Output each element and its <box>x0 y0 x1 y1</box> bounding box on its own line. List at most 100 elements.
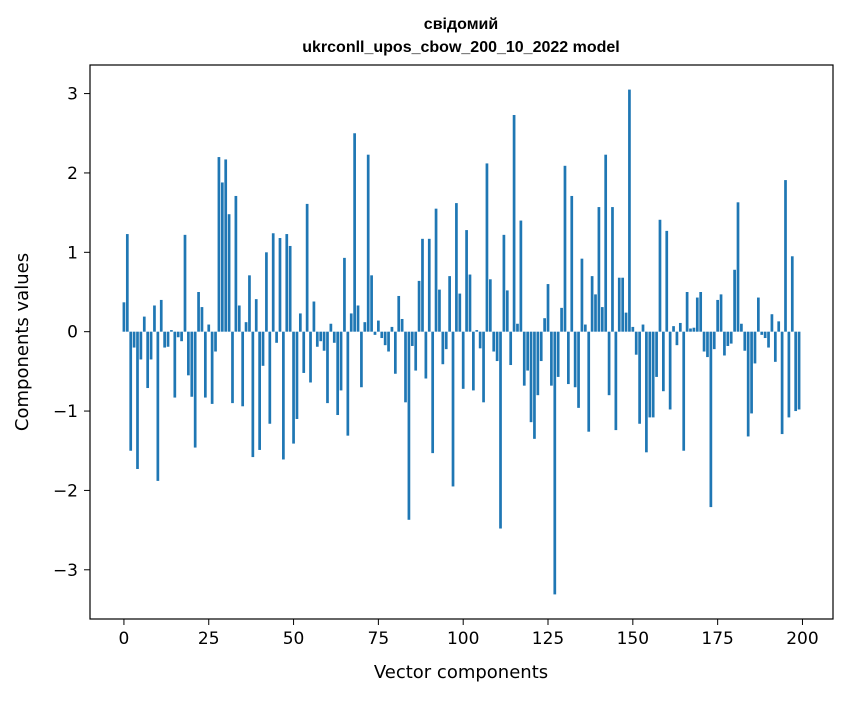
bar <box>248 275 251 332</box>
bar <box>278 238 282 332</box>
bar <box>570 195 574 332</box>
bar <box>600 307 604 332</box>
bar <box>583 324 587 332</box>
bar <box>292 331 295 444</box>
bar <box>560 307 563 332</box>
bar <box>485 163 489 332</box>
bar <box>153 305 156 332</box>
bar <box>750 331 753 414</box>
bar <box>258 331 261 450</box>
bar <box>326 331 329 404</box>
bar <box>760 331 764 335</box>
bar <box>624 312 628 332</box>
bar <box>332 331 336 343</box>
bar <box>227 214 231 332</box>
bar <box>387 331 390 352</box>
bar <box>733 269 736 332</box>
bar <box>244 322 248 332</box>
bar <box>170 330 173 332</box>
x-tick-label: 125 <box>532 629 564 649</box>
bar <box>265 252 268 332</box>
bar <box>509 331 513 366</box>
bar <box>360 331 363 388</box>
bar <box>224 159 228 332</box>
bar <box>146 331 150 389</box>
bar <box>339 331 343 391</box>
bar <box>505 290 509 332</box>
bar <box>370 275 373 332</box>
bar <box>682 331 686 451</box>
bar <box>393 331 397 374</box>
bar <box>675 331 679 346</box>
bar <box>563 165 567 332</box>
chart-title-line1: свідомий <box>424 16 498 33</box>
bar <box>380 331 384 339</box>
bar <box>719 294 723 332</box>
bar <box>777 321 781 332</box>
bar <box>220 182 224 332</box>
bar <box>753 331 757 364</box>
bar <box>383 331 387 346</box>
bar <box>611 207 614 332</box>
bar <box>594 294 597 332</box>
bar <box>254 299 258 332</box>
y-tick-label: 3 <box>67 85 78 105</box>
bar <box>390 326 394 332</box>
bar <box>125 234 129 332</box>
bar <box>628 89 631 332</box>
x-tick-label: 75 <box>368 629 390 649</box>
bar <box>210 331 214 404</box>
bar <box>543 318 546 332</box>
bar <box>132 331 136 348</box>
bar <box>492 331 496 352</box>
bar <box>309 331 312 383</box>
bar <box>241 331 245 407</box>
bar <box>438 289 441 332</box>
bar <box>173 331 177 398</box>
bar <box>767 331 770 348</box>
bar <box>567 331 570 385</box>
bar <box>706 331 709 358</box>
bar <box>251 331 255 458</box>
x-tick-label: 150 <box>617 629 649 649</box>
bar <box>740 323 743 332</box>
x-tick-label: 25 <box>198 629 220 649</box>
bar <box>651 331 655 418</box>
bar <box>231 331 234 404</box>
bar <box>197 292 200 332</box>
bar <box>512 115 516 332</box>
bar <box>773 331 777 362</box>
bar <box>488 279 492 332</box>
bar <box>794 331 798 412</box>
y-tick-label: −3 <box>53 561 78 581</box>
bar <box>556 331 560 377</box>
bar <box>655 331 658 377</box>
bar <box>539 331 543 362</box>
bar <box>577 331 580 408</box>
bar <box>478 331 482 349</box>
bar <box>631 326 635 332</box>
bar <box>692 327 696 332</box>
bar <box>458 293 462 332</box>
bar <box>617 277 621 332</box>
bar <box>410 331 414 346</box>
bar <box>743 331 747 351</box>
bar <box>658 219 662 332</box>
bar <box>668 331 672 410</box>
bar <box>288 245 292 332</box>
bar <box>662 331 665 392</box>
bar <box>427 238 431 332</box>
bar <box>424 331 428 379</box>
bar <box>645 331 648 453</box>
bar <box>407 331 411 520</box>
bar <box>346 331 350 436</box>
bar <box>319 331 323 342</box>
bar <box>604 154 608 332</box>
bar <box>448 276 451 332</box>
bar <box>790 256 794 332</box>
bar <box>166 331 170 347</box>
bar <box>444 331 448 350</box>
bar <box>455 203 458 332</box>
bars-group <box>122 89 801 595</box>
